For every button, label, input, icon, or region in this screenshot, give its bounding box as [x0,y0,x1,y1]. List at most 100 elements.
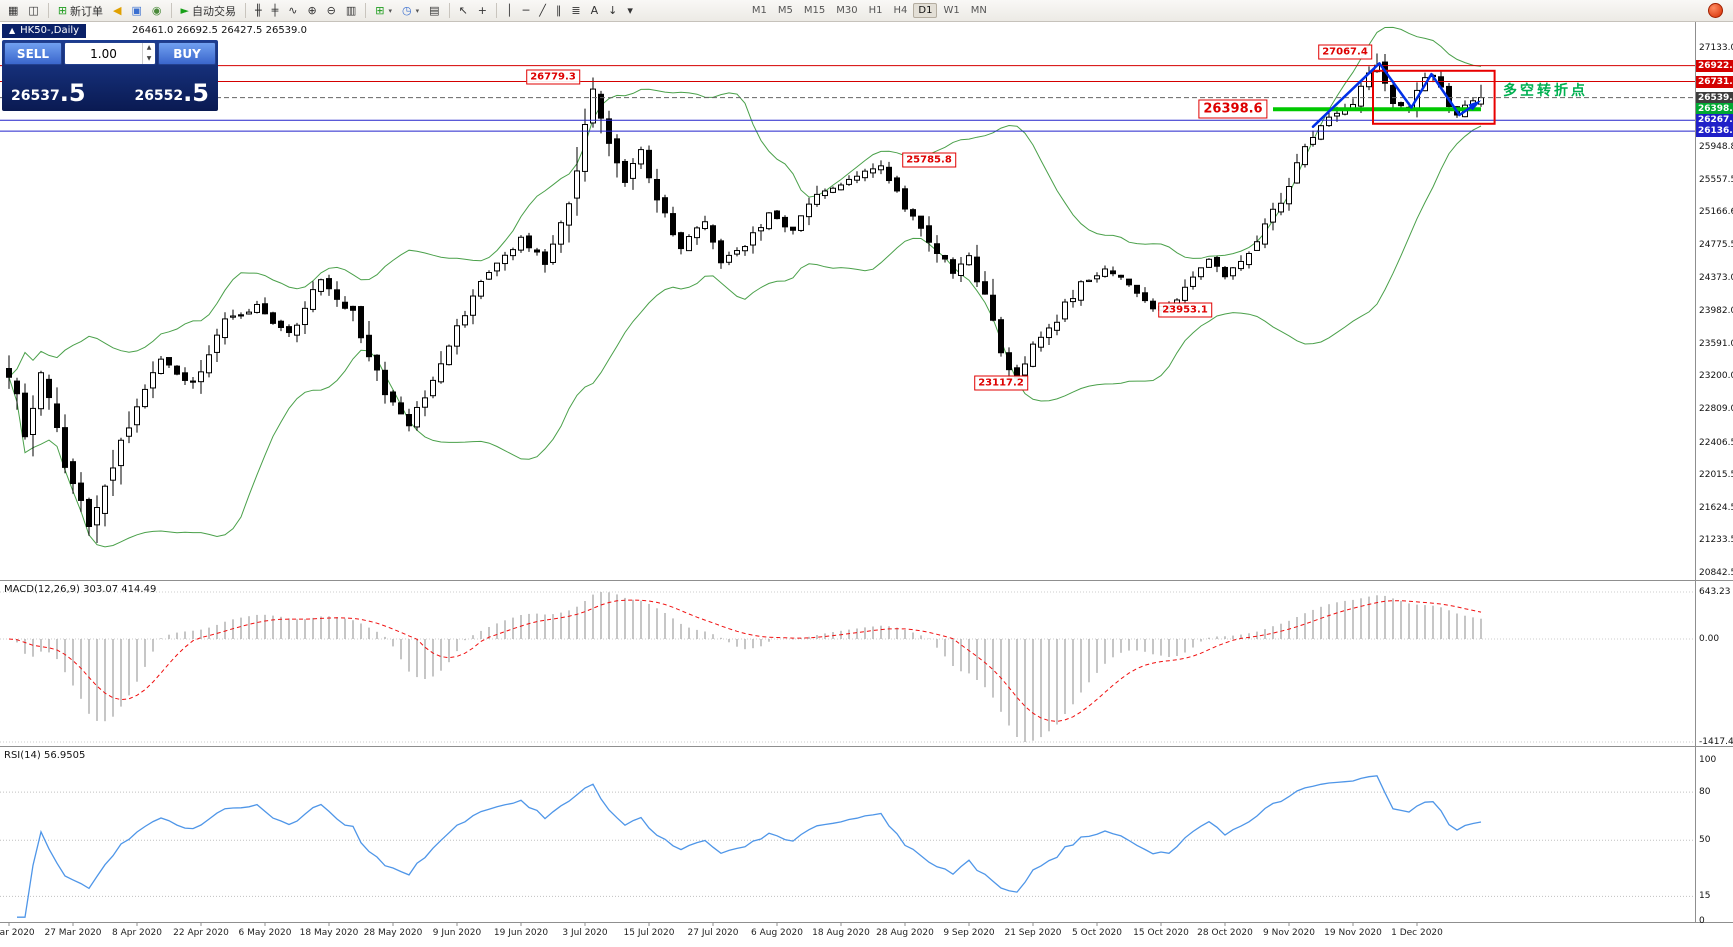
bid-price[interactable]: 26537 .5 [4,65,110,109]
chart-symbol-tab[interactable]: ▲ HK50-,Daily [2,24,87,38]
crosshair-icon: + [477,3,487,17]
horizontal-line-icon[interactable]: ─ [519,2,534,20]
vertical-line-icon[interactable]: │ [502,2,517,20]
toolbar-separator [244,3,246,18]
price-axis-label: 20842.5 [1699,568,1733,578]
timeframe-mn[interactable]: MN [970,5,987,16]
time-axis-label: 5 Oct 2020 [1072,928,1122,938]
shapes-dropdown[interactable]: ▾ [623,2,637,20]
candles-mode-icon: ╪ [271,3,279,17]
bars-mode-icon[interactable]: ╫ [251,2,266,20]
timeframe-m15[interactable]: M15 [803,5,826,16]
price-badge: 26731.7 [1696,75,1733,88]
time-axis-label: 22 Apr 2020 [173,928,229,938]
price-axis-label: 22809.0 [1699,403,1733,414]
sell-button[interactable]: SELL [4,42,62,65]
price-axis-label: 25166.6 [1699,207,1733,218]
alerts-horn-icon[interactable]: ◀ [109,2,125,20]
timeframe-toolbar: M1 M5 M15 M30 H1 H4 D1 W1 MN [747,3,992,18]
market-watch-icon: ◉ [151,3,162,17]
time-axis-label: 19 Nov 2020 [1324,928,1382,938]
toolbar-group: ╫ ╪ ∿ ⊕ ⊖ ▥ [251,2,360,20]
chevron-down-icon: ▾ [388,6,393,15]
ask-big-digit: .5 [183,79,209,107]
ask-price[interactable]: 26552 .5 [110,65,216,109]
notification-icon[interactable] [1708,3,1723,18]
horizontal-line-icon: ─ [522,3,530,17]
time-axis-label: 15 Jul 2020 [623,928,675,938]
time-axis-label: 18 May 2020 [299,928,359,938]
time-axis-label: 28 Oct 2020 [1197,928,1253,938]
cursor-icon[interactable]: ↖ [455,2,472,20]
toolbar-group: ▦ ◫ [4,2,43,20]
volume-up-icon[interactable]: ▲ [146,44,152,51]
symbol-period-label: HK50-,Daily [20,25,80,36]
price-axis-label: 22406.5 [1699,437,1733,448]
toolbar-group: │ ─ ╱ ∥ ≣ A ↓ ▾ [502,2,637,20]
time-axis-label: 28 Aug 2020 [876,928,934,938]
timeframe-m30[interactable]: M30 [836,5,858,16]
time-axis-label: 9 Nov 2020 [1263,928,1315,938]
trendline-icon[interactable]: ╱ [535,2,550,20]
channel-icon[interactable]: ∥ [552,2,566,20]
new-chart-icon: ▦ [8,3,19,17]
ask-main: 26552 [134,88,184,104]
volume-input[interactable] [65,46,142,61]
text-icon[interactable]: A [587,2,603,20]
collapse-icon[interactable]: ▲ [9,26,16,35]
zoom-out-icon: ⊖ [326,3,336,17]
timeframe-w1[interactable]: W1 [943,5,960,16]
bid-big-digit: .5 [59,79,86,107]
fibonacci-icon[interactable]: ≣ [567,2,584,20]
zoom-in-icon[interactable]: ⊕ [303,2,320,20]
chart-profiles-icon[interactable]: ◫ [24,2,42,20]
tile-windows-icon[interactable]: ▥ [342,2,360,20]
cursor-icon: ↖ [458,3,468,17]
rsi-label: RSI(14) 56.9505 [4,750,86,761]
news-icon: ▣ [131,3,142,17]
price-callout: 26398.6 [1198,99,1268,119]
line-mode-icon: ∿ [288,3,298,17]
trendline-icon: ╱ [539,3,546,17]
price-axis-label: 23591.0 [1699,338,1733,349]
line-mode-icon[interactable]: ∿ [284,2,301,20]
timeframe-d1[interactable]: D1 [913,3,938,18]
time-axis-label: 6 May 2020 [238,928,292,938]
macd-axis-label: 0.00 [1699,634,1720,644]
time-axis-label: 7 Mar 2020 [0,928,35,938]
autotrading-button[interactable]: ► 自动交易 [177,2,240,20]
volume-down-icon[interactable]: ▼ [146,54,152,62]
timeframe-h4[interactable]: H4 [893,5,908,16]
new-chart-dropdown[interactable]: ⊞ ▾ [371,2,396,20]
toolbar-separator [448,3,450,18]
templates-icon[interactable]: ▤ [425,2,443,20]
alerts-horn-icon: ◀ [113,3,122,17]
buy-button[interactable]: BUY [158,42,216,65]
zoom-out-icon[interactable]: ⊖ [323,2,340,20]
crosshair-icon[interactable]: + [474,2,491,20]
time-axis-label: 9 Jun 2020 [432,928,482,938]
new-order-button[interactable]: ⊞ 新订单 [54,2,107,20]
periods-dropdown[interactable]: ◷ ▾ [398,2,423,20]
candles-mode-icon[interactable]: ╪ [268,2,283,20]
price-axis-label: 21624.5 [1699,502,1733,513]
arrow-tool-icon[interactable]: ↓ [604,2,621,20]
new-chart-icon[interactable]: ▦ [4,2,22,20]
timeframe-m1[interactable]: M1 [751,5,767,16]
timeframe-m5[interactable]: M5 [777,5,793,16]
new-chart-dropdown-glyph: ⊞ [375,3,385,17]
market-watch-icon[interactable]: ◉ [148,2,166,20]
timeframe-h1[interactable]: H1 [868,5,883,16]
rsi-axis-label: 50 [1699,835,1711,846]
news-icon[interactable]: ▣ [128,2,146,20]
shapes-dropdown-glyph: ▾ [627,3,633,17]
templates-icon: ▤ [429,3,440,17]
new-order-glyph: ⊞ [57,3,68,17]
text-icon: A [590,3,599,17]
rsi-axis-label: 100 [1699,755,1717,765]
rsi-axis-label: 0 [1699,915,1705,926]
price-callout: 23953.1 [1158,302,1212,318]
toolbar-separator [365,3,367,18]
